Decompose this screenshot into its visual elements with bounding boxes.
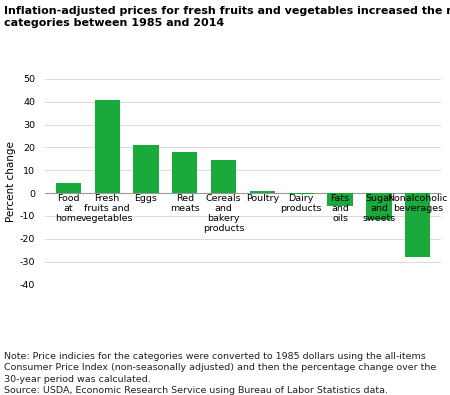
Text: Fats
and
oils: Fats and oils xyxy=(330,194,350,223)
Text: Fresh
fruits and
vegetables: Fresh fruits and vegetables xyxy=(81,194,133,223)
Bar xyxy=(366,193,392,220)
Bar xyxy=(328,193,353,206)
Bar xyxy=(405,193,430,257)
Text: Inflation-adjusted prices for fresh fruits and vegetables increased the most amo: Inflation-adjusted prices for fresh frui… xyxy=(4,6,450,28)
Bar xyxy=(211,160,236,193)
Text: Dairy
products: Dairy products xyxy=(280,194,322,213)
Text: Food
at
home: Food at home xyxy=(55,194,82,223)
Text: Eggs: Eggs xyxy=(135,194,157,203)
Bar xyxy=(250,191,275,193)
Text: Cereals
and
bakery
products: Cereals and bakery products xyxy=(203,194,244,233)
Text: Nonalcoholic
beverages: Nonalcoholic beverages xyxy=(387,194,448,213)
Text: Red
meats: Red meats xyxy=(170,194,200,213)
Text: Sugar
and
sweets: Sugar and sweets xyxy=(362,194,396,223)
Bar xyxy=(56,183,81,193)
Bar xyxy=(172,152,198,193)
Bar xyxy=(94,100,120,193)
Y-axis label: Percent change: Percent change xyxy=(5,141,16,222)
Text: Note: Price indicies for the categories were converted to 1985 dollars using the: Note: Price indicies for the categories … xyxy=(4,352,437,395)
Text: Poultry: Poultry xyxy=(246,194,279,203)
Bar xyxy=(288,193,314,194)
Bar xyxy=(133,145,158,193)
